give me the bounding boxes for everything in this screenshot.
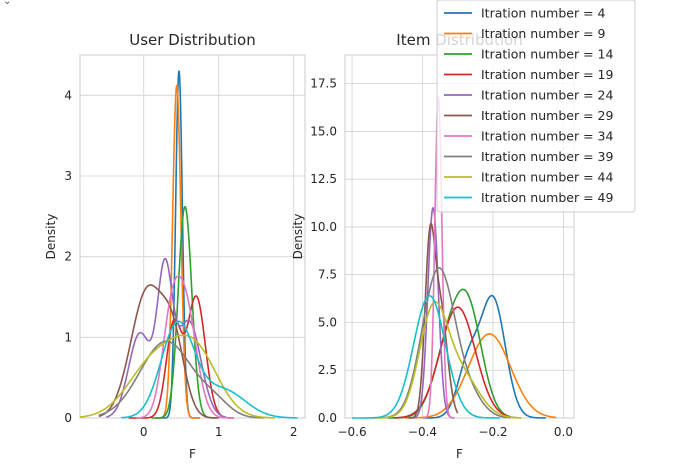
user-ytick-label: 0 bbox=[64, 411, 72, 425]
item-y-axis-label: Density bbox=[291, 214, 305, 260]
item-ytick-label: 7.5 bbox=[318, 268, 337, 282]
item-series-line-8 bbox=[369, 301, 522, 419]
user-ytick-label: 3 bbox=[64, 169, 72, 183]
item-xtick-label: −0.2 bbox=[478, 425, 507, 439]
user-series-line-7 bbox=[98, 340, 264, 419]
user-ytick-label: 4 bbox=[64, 88, 72, 102]
user-series-line-4 bbox=[106, 257, 227, 419]
legend-entry-0: Itration number = 4 bbox=[481, 6, 606, 21]
item-ytick-label: 12.5 bbox=[310, 172, 337, 186]
legend-entry-7: Itration number = 39 bbox=[481, 149, 613, 164]
item-xtick-label: −0.4 bbox=[408, 425, 437, 439]
item-series-line-9 bbox=[352, 294, 501, 419]
item-series-line-7 bbox=[380, 267, 511, 419]
legend: Itration number = 4 Itration number = 9 It… bbox=[436, 0, 636, 213]
collapse-chevron-icon[interactable]: ⌄ bbox=[3, 0, 12, 7]
legend-entry-3: Itration number = 19 bbox=[481, 67, 613, 82]
legend-entry-1: Itration number = 9 bbox=[481, 26, 606, 41]
user-xtick-label: 2 bbox=[290, 425, 298, 439]
legend-entry-5: Itration number = 29 bbox=[481, 108, 613, 123]
item-series-line-0 bbox=[422, 294, 546, 419]
legend-entry-9: Itration number = 49 bbox=[481, 190, 613, 205]
item-x-axis-label: F bbox=[456, 447, 463, 461]
item-series-line-5 bbox=[407, 222, 459, 419]
item-xtick-label: 0.0 bbox=[554, 425, 573, 439]
item-ytick-label: 17.5 bbox=[310, 77, 337, 91]
user-series-line-2 bbox=[150, 205, 216, 419]
user-y-axis-label: Density bbox=[44, 214, 58, 260]
user-xtick-label: 0 bbox=[140, 425, 148, 439]
item-ytick-label: 0.0 bbox=[318, 411, 337, 425]
item-series-line-4 bbox=[411, 207, 455, 419]
item-ytick-label: 5.0 bbox=[318, 315, 337, 329]
legend-entry-4: Itration number = 24 bbox=[481, 88, 613, 103]
legend-entry-8: Itration number = 44 bbox=[481, 170, 613, 185]
legend-entry-6: Itration number = 34 bbox=[481, 129, 613, 144]
user-series-line-8 bbox=[79, 334, 276, 419]
user-series-line-9 bbox=[121, 320, 298, 419]
user-series-line-6 bbox=[136, 275, 234, 419]
user-plot-frame bbox=[79, 54, 306, 419]
item-series-line-3 bbox=[394, 306, 511, 419]
legend-entry-2: Itration number = 14 bbox=[481, 47, 613, 62]
user-chart-title: User Distribution bbox=[129, 31, 255, 49]
user-xtick-label: 1 bbox=[215, 425, 223, 439]
user-series-line-5 bbox=[98, 284, 219, 419]
user-series-line-3 bbox=[128, 295, 234, 419]
item-ytick-label: 10.0 bbox=[310, 220, 337, 234]
user-ytick-label: 2 bbox=[64, 250, 72, 264]
item-ytick-label: 15.0 bbox=[310, 124, 337, 138]
user-chart-panel: 0 1 2 0 1 2 3 4 User Distribution F Density bbox=[44, 31, 306, 461]
item-series-line-2 bbox=[387, 288, 522, 419]
legend-box bbox=[436, 0, 636, 213]
item-ytick-label: 2.5 bbox=[318, 363, 337, 377]
item-xtick-label: −0.6 bbox=[337, 425, 366, 439]
user-x-axis-label: F bbox=[189, 447, 196, 461]
user-ytick-label: 1 bbox=[64, 330, 72, 344]
